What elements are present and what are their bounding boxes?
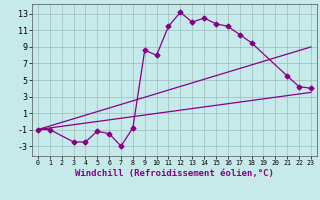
X-axis label: Windchill (Refroidissement éolien,°C): Windchill (Refroidissement éolien,°C) <box>75 169 274 178</box>
